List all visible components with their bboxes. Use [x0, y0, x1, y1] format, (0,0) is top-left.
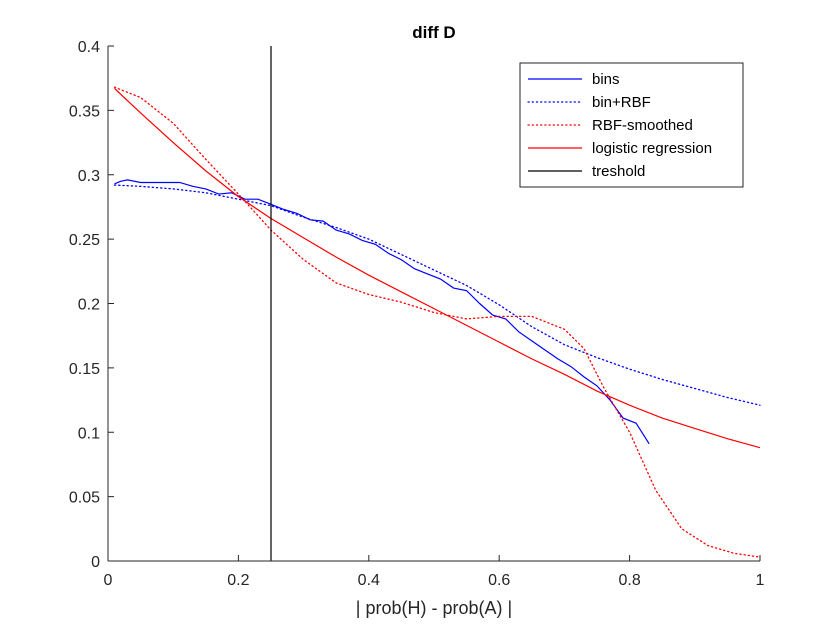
y-tick-label: 0.2 — [78, 297, 100, 314]
legend-label: logistic regression — [592, 140, 712, 157]
y-tick-label: 0.35 — [69, 103, 100, 120]
x-axis-label: | prob(H) - prob(A) | — [356, 598, 512, 618]
series-layer — [113, 46, 761, 561]
axes-layer: 0 0.2 0.4 0.6 0.8 1 0 0.05 0.1 0.15 0.2 0.25 0.3 0.35… — [69, 39, 765, 589]
x-tick-label: 0.8 — [618, 572, 640, 589]
y-tick-label: 0.05 — [69, 490, 100, 507]
chart-title: diff D — [412, 23, 455, 42]
legend-label: RBF-smoothed — [592, 117, 693, 134]
x-tick-label: 0.6 — [488, 572, 510, 589]
series-line-bins — [114, 179, 650, 445]
x-tick-label: 0 — [104, 572, 113, 589]
y-tick-label: 0.1 — [78, 425, 100, 442]
x-tick-label: 1 — [756, 572, 765, 589]
x-tick-label: 0.4 — [358, 572, 380, 589]
y-tick-label: 0.15 — [69, 361, 100, 378]
legend-label: bins — [592, 71, 620, 88]
legend-label: bin+RBF — [592, 94, 651, 111]
series-line-bin-rbf — [113, 184, 761, 406]
y-tick-label: 0.4 — [78, 39, 100, 56]
x-tick-label: 0.2 — [227, 572, 249, 589]
series-line-logistic-regression — [114, 88, 761, 449]
legend-label: treshold — [592, 163, 645, 180]
legend: bins bin+RBF RBF-smoothed logistic regressi… — [519, 62, 744, 188]
y-tick-label: 0.25 — [69, 232, 100, 249]
y-tick-label: 0.3 — [78, 168, 100, 185]
y-tick-label: 0 — [91, 554, 100, 571]
series-line-rbf-smoothed — [113, 86, 761, 558]
